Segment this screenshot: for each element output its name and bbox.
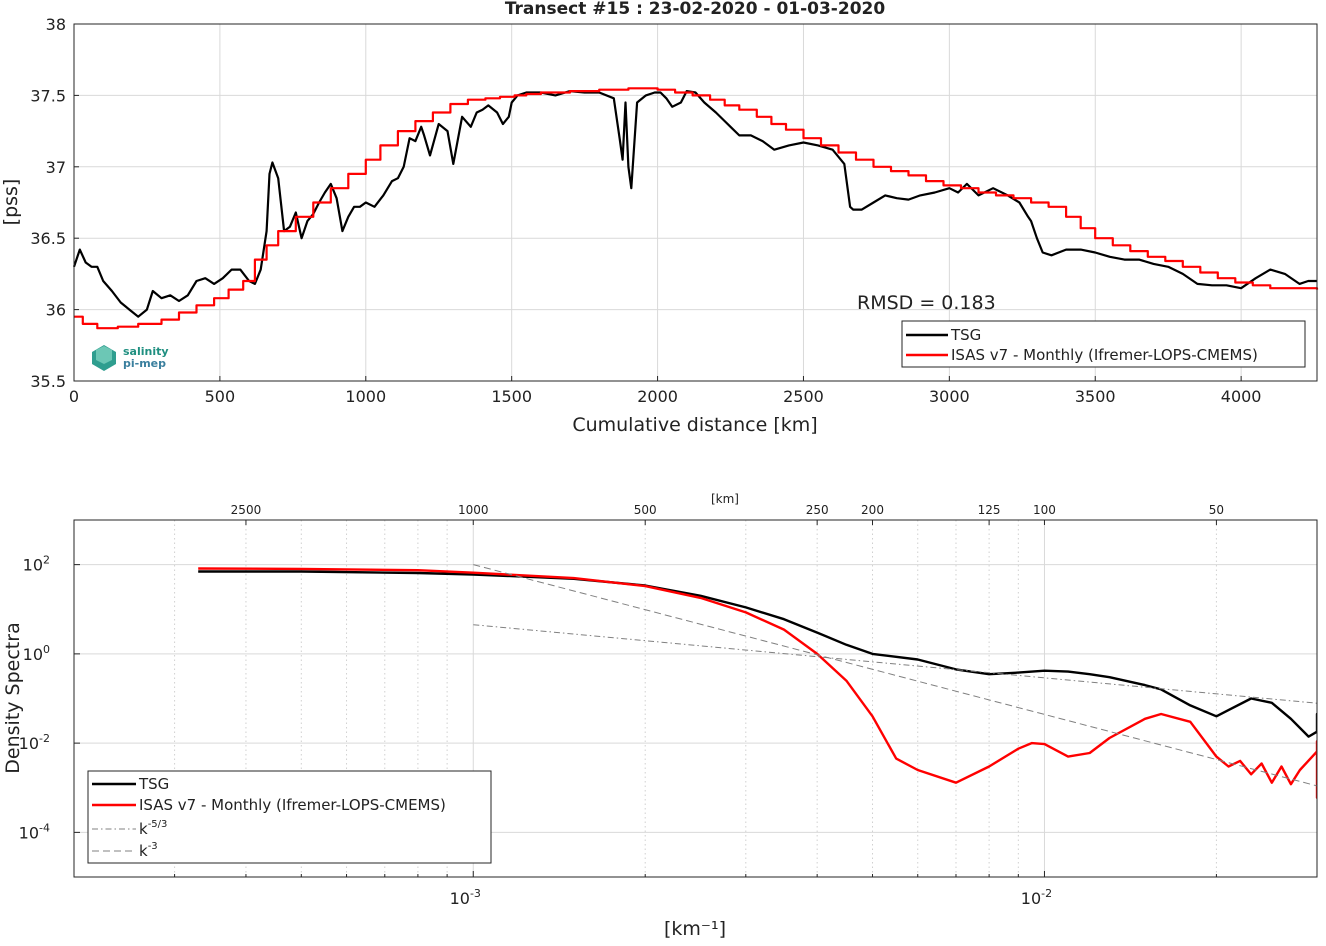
bottom-y-tick-label: 10-2 bbox=[19, 732, 50, 753]
bottom-y-tick-label-exp: -2 bbox=[39, 732, 50, 745]
bottom-x-tick-label-base: 10 bbox=[450, 889, 470, 908]
bottom-chart-axes-box bbox=[73, 519, 1318, 878]
top-x-tick-label: 3000 bbox=[929, 387, 970, 406]
bottom-x-tick-label-exp: -3 bbox=[470, 887, 481, 900]
top-series-tsg bbox=[72, 90, 1317, 318]
bottom-top-tick-label: 500 bbox=[634, 503, 657, 517]
bottom-series-k-3 bbox=[473, 564, 1317, 787]
chart-title: Transect #15 : 23-02-2020 - 01-03-2020 bbox=[505, 0, 886, 19]
bottom-legend-label-k3-exp: -3 bbox=[148, 841, 158, 852]
top-legend-label-tsg: TSG bbox=[950, 326, 981, 344]
bottom-x-axis-label: [km⁻¹] bbox=[664, 918, 726, 940]
top-y-tick-label: 36.5 bbox=[30, 229, 66, 248]
bottom-y-tick-label-exp: 0 bbox=[43, 643, 50, 656]
top-x-tick-label: 3500 bbox=[1075, 387, 1116, 406]
bottom-y-tick-label-exp: 2 bbox=[43, 554, 50, 567]
bottom-legend-label-k53-base: k bbox=[139, 820, 148, 838]
bottom-y-tick-label: 100 bbox=[23, 643, 50, 664]
top-x-tick-label: 0 bbox=[69, 387, 79, 406]
top-chart-series bbox=[72, 87, 1319, 330]
bottom-chart-series bbox=[198, 564, 1317, 799]
top-axis-unit-label: [km] bbox=[711, 492, 739, 506]
bottom-top-tick-label: 125 bbox=[978, 503, 1001, 517]
bottom-legend-label-tsg: TSG bbox=[138, 775, 169, 793]
top-x-tick-label: 2000 bbox=[637, 387, 678, 406]
bottom-top-tick-label: 100 bbox=[1033, 503, 1056, 517]
top-legend-box bbox=[901, 320, 1306, 368]
top-x-tick-label: 500 bbox=[205, 387, 236, 406]
bottom-y-tick-label: 102 bbox=[23, 554, 50, 575]
top-x-tick-label: 1000 bbox=[345, 387, 386, 406]
bottom-x-tick-label: 10-2 bbox=[1021, 887, 1052, 908]
logo-text-salinity: salinity bbox=[123, 345, 169, 358]
bottom-x-tick-label: 10-3 bbox=[450, 887, 481, 908]
top-x-axis-label: Cumulative distance [km] bbox=[572, 414, 817, 436]
rmsd-annotation: RMSD = 0.183 bbox=[857, 292, 996, 314]
bottom-y-tick-label-base: 10 bbox=[23, 556, 43, 575]
salinity-pimep-logo: salinity pi-mep bbox=[92, 345, 169, 371]
bottom-legend-label-k3: k-3 bbox=[139, 841, 158, 860]
bottom-y-tick-label-base: 10 bbox=[19, 823, 39, 842]
logo-mark-inner bbox=[96, 346, 112, 364]
top-y-tick-label: 36 bbox=[46, 301, 66, 320]
top-legend-label-isas: ISAS v7 - Monthly (Ifremer-LOPS-CMEMS) bbox=[951, 346, 1258, 364]
top-y-tick-label: 35.5 bbox=[30, 372, 66, 391]
top-series-isas-v7-monthly-ifremer-lops-cmems bbox=[74, 87, 1319, 330]
bottom-legend-box bbox=[87, 770, 492, 864]
bottom-chart-legend: TSG ISAS v7 - Monthly (Ifremer-LOPS-CMEM… bbox=[87, 770, 492, 864]
top-x-tick-label: 4000 bbox=[1221, 387, 1262, 406]
top-y-axis-label: [pss] bbox=[0, 179, 22, 226]
bottom-top-tick-label: 1000 bbox=[458, 503, 489, 517]
top-x-tick-label: 1500 bbox=[491, 387, 532, 406]
top-chart-ticks: 0 500 1000 1500 2000 2500 3000 3500 4000 35.5 36 36… bbox=[30, 15, 1261, 406]
bottom-top-tick-label: 200 bbox=[861, 503, 884, 517]
bottom-legend-label-k3-base: k bbox=[139, 842, 148, 860]
top-y-tick-label: 37.5 bbox=[30, 86, 66, 105]
bottom-x-tick-label-exp: -2 bbox=[1041, 887, 1052, 900]
bottom-top-tick-label: 50 bbox=[1209, 503, 1224, 517]
bottom-y-tick-label-exp: -4 bbox=[39, 821, 50, 834]
bottom-y-tick-label-base: 10 bbox=[19, 734, 39, 753]
bottom-legend-label-isas-base: ISAS v7 - Monthly (Ifremer-LOPS-CMEMS) bbox=[139, 796, 446, 814]
bottom-legend-label-k53: k-5/3 bbox=[139, 819, 167, 838]
bottom-x-tick-label-base: 10 bbox=[1021, 889, 1041, 908]
bottom-series-tsg bbox=[198, 570, 1317, 738]
salinity-transect-chart: 0 500 1000 1500 2000 2500 3000 3500 4000 35.5 36 36… bbox=[0, 0, 1319, 436]
top-y-tick-label: 37 bbox=[46, 158, 66, 177]
bottom-y-tick-label: 10-4 bbox=[19, 821, 50, 842]
top-chart-legend: TSG ISAS v7 - Monthly (Ifremer-LOPS-CMEM… bbox=[901, 320, 1306, 368]
bottom-top-tick-label: 250 bbox=[806, 503, 829, 517]
top-x-tick-label: 2500 bbox=[783, 387, 824, 406]
bottom-y-axis-label: Density Spectra bbox=[2, 622, 24, 773]
bottom-series-isas-v7-monthly-ifremer-lops-cmems bbox=[198, 567, 1317, 799]
bottom-legend-label-k53-exp: -5/3 bbox=[148, 819, 168, 830]
bottom-top-tick-label: 2500 bbox=[231, 503, 262, 517]
top-chart-axes-box bbox=[73, 23, 1318, 382]
logo-text-pimep: pi-mep bbox=[123, 357, 166, 370]
bottom-legend-label-isas: ISAS v7 - Monthly (Ifremer-LOPS-CMEMS) bbox=[139, 796, 446, 814]
bottom-y-tick-label-base: 10 bbox=[23, 645, 43, 664]
bottom-legend-label-tsg-base: TSG bbox=[138, 775, 169, 793]
top-y-tick-label: 38 bbox=[46, 15, 66, 34]
bottom-series-k-5-3 bbox=[473, 624, 1317, 704]
